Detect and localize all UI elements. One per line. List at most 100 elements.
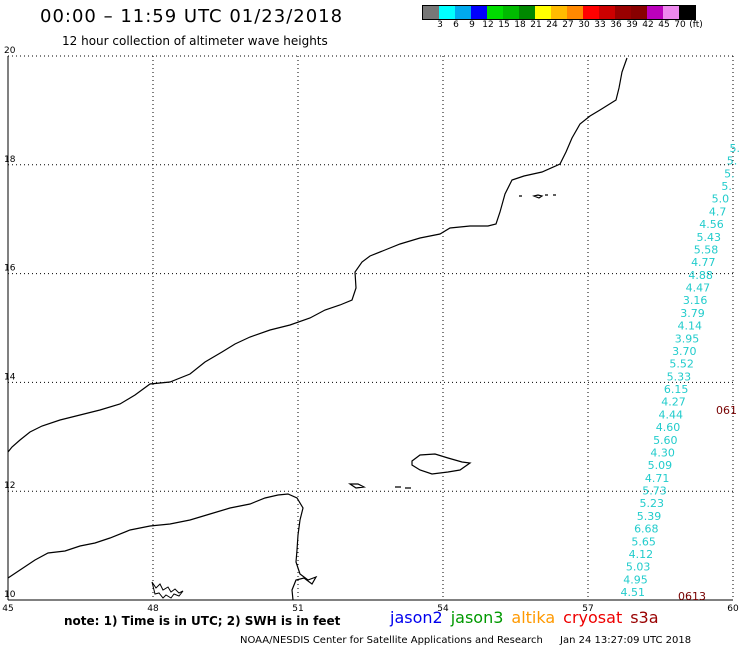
color-swatch bbox=[471, 6, 487, 19]
wave-height-value: 5.23 bbox=[640, 497, 665, 510]
wave-height-value: 4.44 bbox=[659, 408, 684, 421]
color-legend-label: 30 bbox=[578, 20, 590, 30]
wave-height-value: 3.16 bbox=[683, 294, 708, 307]
color-swatch bbox=[519, 6, 535, 19]
abd-al-kuri-islands bbox=[348, 483, 411, 489]
kuria-muria-islands bbox=[519, 194, 556, 199]
wave-height-value: 5. bbox=[727, 155, 738, 168]
wave-height-value: 4.60 bbox=[656, 421, 681, 434]
wave-height-value: 5. bbox=[724, 167, 735, 180]
buoy-markers: 0613 061 bbox=[678, 404, 737, 603]
color-legend-label: (ft) bbox=[689, 20, 703, 30]
wave-height-value: 5.73 bbox=[642, 485, 667, 498]
buoy-label: 061 bbox=[716, 404, 737, 417]
color-legend-label: 3 bbox=[437, 20, 443, 30]
wave-height-value: 6.15 bbox=[664, 383, 689, 396]
wave-height-value: 5.60 bbox=[653, 434, 678, 447]
satellite-legend: jason2 jason3 altika cryosat s3a bbox=[390, 608, 667, 627]
wave-height-value: 4.71 bbox=[645, 472, 670, 485]
wave-height-value: 4.47 bbox=[686, 282, 711, 295]
wave-height-value: 4.30 bbox=[650, 446, 675, 459]
color-swatch bbox=[439, 6, 455, 19]
units-note: note: 1) Time is in UTC; 2) SWH is in fe… bbox=[64, 614, 341, 628]
wave-height-value: 6.68 bbox=[634, 523, 659, 536]
lon-tick-label: 45 bbox=[2, 604, 13, 614]
color-swatch bbox=[487, 6, 503, 19]
wave-height-value: 4.88 bbox=[688, 269, 713, 282]
wave-height-value: 4.12 bbox=[629, 548, 654, 561]
page-subtitle: 12 hour collection of altimeter wave hei… bbox=[62, 34, 328, 48]
wave-height-value: 3.79 bbox=[680, 307, 705, 320]
lon-tick-label: 48 bbox=[147, 604, 159, 614]
wave-height-value: 4.56 bbox=[699, 218, 724, 231]
color-swatch bbox=[551, 6, 567, 19]
satellite-legend-item: jason2 bbox=[390, 608, 443, 627]
satellite-legend-item: cryosat bbox=[563, 608, 623, 627]
lon-tick-label: 57 bbox=[582, 604, 593, 614]
wave-height-value: 5.03 bbox=[626, 561, 651, 574]
wave-height-value: 4.14 bbox=[678, 320, 703, 333]
color-swatch bbox=[615, 6, 631, 19]
wave-height-value: 5.0 bbox=[712, 193, 730, 206]
lat-tick-label: 16 bbox=[4, 264, 16, 274]
coastline bbox=[7, 57, 628, 601]
satellite-legend-item: jason3 bbox=[450, 608, 504, 627]
color-swatch bbox=[567, 6, 583, 19]
wave-height-value: 4.27 bbox=[661, 396, 686, 409]
buoy-label: 0613 bbox=[678, 590, 706, 603]
color-swatch bbox=[423, 6, 439, 19]
color-swatch bbox=[503, 6, 519, 19]
color-swatch bbox=[663, 6, 679, 19]
small-island-cluster bbox=[151, 581, 184, 599]
color-legend-label: 12 bbox=[482, 20, 494, 30]
lat-tick-label: 18 bbox=[4, 155, 16, 165]
lat-tick-label: 12 bbox=[4, 481, 15, 491]
color-legend bbox=[422, 5, 696, 20]
color-legend-label: 9 bbox=[469, 20, 475, 30]
wave-height-value: 5. bbox=[730, 142, 740, 155]
wave-height-value: 5.58 bbox=[694, 243, 719, 256]
color-swatch bbox=[535, 6, 551, 19]
credit-text: NOAA/NESDIS Center for Satellite Applica… bbox=[240, 635, 543, 646]
page-title: 00:00 – 11:59 UTC 01/23/2018 bbox=[40, 6, 344, 27]
wave-height-value: 5.39 bbox=[637, 510, 662, 523]
color-swatch bbox=[679, 6, 695, 19]
lat-tick-label: 10 bbox=[4, 590, 16, 600]
somalia-coastline bbox=[7, 493, 318, 601]
lat-tick-label: 14 bbox=[4, 372, 16, 382]
lon-tick-label: 60 bbox=[727, 604, 739, 614]
color-legend-labels: 3 6 9 12 15 18 21 24 27 30 33 36 39 42 45 70 (ft) bbox=[422, 20, 740, 34]
wave-height-value: 5.65 bbox=[631, 535, 656, 548]
socotra-island bbox=[411, 453, 472, 475]
altimeter-track: 5.5.5.5.5.04.74.565.435.584.774.884.473.… bbox=[621, 142, 740, 599]
wave-height-value: 5.43 bbox=[697, 231, 722, 244]
wave-height-value: 3.70 bbox=[672, 345, 697, 358]
color-legend-label: 39 bbox=[626, 20, 638, 30]
wave-height-value: 4.7 bbox=[709, 205, 727, 218]
wave-height-value: 3.95 bbox=[675, 332, 700, 345]
color-swatch bbox=[599, 6, 615, 19]
wave-height-value: 4.95 bbox=[623, 573, 648, 586]
color-legend-label: 27 bbox=[562, 20, 574, 30]
satellite-legend-item: altika bbox=[511, 608, 556, 627]
axis-tick-labels: 45 48 51 54 57 60 10 12 14 16 18 20 bbox=[2, 46, 739, 614]
color-legend-label: 45 bbox=[658, 20, 670, 30]
generated-timestamp: Jan 24 13:27:09 UTC 2018 bbox=[560, 635, 692, 646]
color-swatch bbox=[647, 6, 663, 19]
wave-height-value: 5.09 bbox=[648, 459, 673, 472]
footer: NOAA/NESDIS Center for Satellite Applica… bbox=[240, 635, 691, 646]
wave-height-value: 5.52 bbox=[669, 358, 694, 371]
wave-height-value: 5.33 bbox=[667, 370, 692, 383]
color-swatch bbox=[455, 6, 471, 19]
satellite-legend-item: s3a bbox=[630, 608, 659, 627]
map-grid bbox=[7, 55, 734, 601]
arabian-coastline bbox=[7, 57, 628, 453]
color-legend-label: 70 bbox=[674, 20, 686, 30]
lon-tick-label: 54 bbox=[437, 604, 449, 614]
color-legend-label: 18 bbox=[514, 20, 526, 30]
wave-height-value: 5. bbox=[721, 180, 732, 193]
wave-height-value: 4.77 bbox=[691, 256, 716, 269]
color-legend-label: 15 bbox=[498, 20, 510, 30]
color-swatch bbox=[583, 6, 599, 19]
